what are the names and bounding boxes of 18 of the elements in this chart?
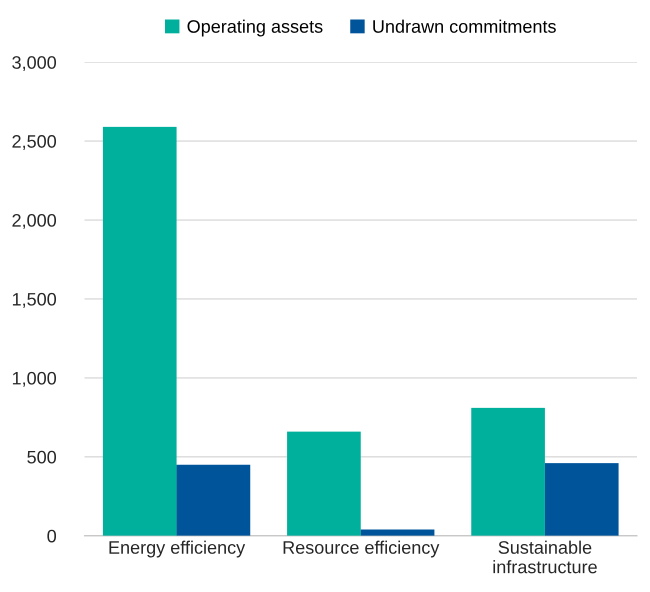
y-tick-label: 500 <box>27 450 56 464</box>
x-tick-label: Resource efficiency <box>284 540 440 558</box>
y-tick-label: 2,000 <box>12 214 56 229</box>
legend-label: Undrawn commitments <box>373 20 556 33</box>
x-tick-label: Energy efficiency <box>109 540 246 558</box>
y-tick-label: 3,000 <box>12 56 56 72</box>
bar <box>102 126 177 536</box>
bar <box>544 463 619 536</box>
legend-label: Operating assets <box>188 20 323 36</box>
x-tick-label: Sustainable infrastructure <box>493 540 597 574</box>
bar <box>471 408 545 536</box>
y-tick-label: 1,000 <box>12 372 56 387</box>
y-tick-label: 1,500 <box>12 292 56 308</box>
y-tick-label: 2,500 <box>12 135 56 150</box>
y-tick-label: 0 <box>47 530 56 542</box>
bar <box>287 432 361 536</box>
bar <box>360 529 434 536</box>
bar <box>176 464 250 536</box>
